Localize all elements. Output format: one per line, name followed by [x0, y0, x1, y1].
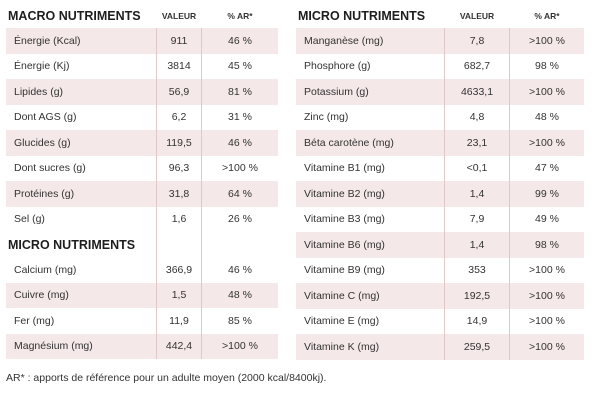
nutrient-value: 96,3	[156, 155, 202, 181]
nutrient-name: Énergie (Kcal)	[6, 28, 156, 54]
nutrient-name: Cuivre (mg)	[6, 282, 156, 308]
nutrient-ar: >100 %	[510, 334, 584, 360]
nutrient-ar: 46 %	[228, 263, 252, 276]
nutrient-value: 7,9	[444, 206, 510, 232]
macro-title: MACRO NUTRIMENTS	[8, 9, 141, 23]
nutrient-ar: >100 %	[529, 264, 565, 277]
nutrient-value: 192,5	[444, 283, 510, 309]
nutrient-value: 6,2	[156, 104, 202, 130]
nutrient-ar: 46 %	[202, 28, 278, 54]
nutrient-name: Vitamine B9 (mg)	[304, 264, 385, 277]
nutrient-ar: 46 %	[202, 130, 278, 156]
macro-col-ar: % AR*	[227, 11, 253, 21]
nutrient-name: Vitamine B2 (mg)	[296, 181, 444, 207]
nutrient-ar: 81 %	[202, 79, 278, 105]
section-spacer	[202, 232, 278, 257]
micro-section-title: MICRO NUTRIMENTS	[8, 237, 136, 252]
nutrient-name: Phosphore (g)	[304, 60, 371, 73]
nutrient-value: <0,1	[444, 155, 510, 181]
macro-grid: MACRO NUTRIMENTS VALEUR % AR* Énergie (K…	[6, 4, 278, 359]
nutrient-value: 1,4	[444, 232, 510, 258]
nutrient-name: Vitamine K (mg)	[296, 334, 444, 360]
nutrient-value: 442,4	[156, 333, 202, 359]
nutrient-name: Magnésium (mg)	[6, 333, 156, 359]
micro-col-ar: % AR*	[534, 11, 560, 21]
nutrient-value: 366,9	[156, 257, 202, 283]
nutrient-value: 3814	[156, 53, 202, 79]
nutrient-value: 119,5	[156, 130, 202, 156]
nutrient-ar: >100 %	[510, 28, 584, 54]
nutrient-ar: 98 %	[535, 60, 559, 73]
nutrient-name: Vitamine B3 (mg)	[304, 213, 385, 226]
nutrient-ar: 99 %	[510, 181, 584, 207]
nutrient-name: Sel (g)	[14, 213, 45, 226]
nutrient-name: Lipides (g)	[6, 79, 156, 105]
nutrient-value: 1,4	[444, 181, 510, 207]
nutrient-value: 1,5	[156, 282, 202, 308]
nutrient-name: Potassium (g)	[296, 79, 444, 105]
nutrient-value: 11,9	[156, 308, 202, 334]
nutrient-name: Manganèse (mg)	[296, 28, 444, 54]
nutrient-name: Glucides (g)	[6, 130, 156, 156]
nutrient-ar: 47 %	[535, 162, 559, 175]
nutrient-ar: >100 %	[510, 283, 584, 309]
nutrient-name: Vitamine B6 (mg)	[296, 232, 444, 258]
nutrient-value: 682,7	[444, 53, 510, 79]
nutrient-name: Énergie (Kj)	[14, 60, 70, 73]
nutrient-ar: 45 %	[228, 60, 252, 73]
nutrient-value: 911	[156, 28, 202, 54]
micro-nutrients-table: MICRO NUTRIMENTS VALEUR % AR* Manganèse …	[296, 4, 584, 360]
nutrient-name: Vitamine B1 (mg)	[304, 162, 385, 175]
nutrient-ar: >100 %	[222, 162, 258, 175]
nutrient-value: 7,8	[444, 28, 510, 54]
nutrient-value: 56,9	[156, 79, 202, 105]
nutrient-name: Zinc (mg)	[304, 111, 349, 124]
nutrient-ar: 31 %	[228, 111, 252, 124]
nutrient-ar: 98 %	[510, 232, 584, 258]
nutrient-name: Vitamine E (mg)	[304, 315, 380, 328]
nutrient-value: 259,5	[444, 334, 510, 360]
nutrient-name: Calcium (mg)	[14, 263, 77, 276]
nutrient-value: 4633,1	[444, 79, 510, 105]
nutrient-ar: >100 %	[202, 333, 278, 359]
nutrient-ar: 26 %	[228, 213, 252, 226]
nutrient-ar: 48 %	[202, 282, 278, 308]
nutrient-ar: >100 %	[510, 79, 584, 105]
nutrient-name: Protéines (g)	[6, 181, 156, 207]
nutrient-ar: >100 %	[510, 130, 584, 156]
macro-nutrients-table: MACRO NUTRIMENTS VALEUR % AR* Énergie (K…	[6, 4, 278, 359]
nutrient-value: 4,8	[444, 104, 510, 130]
nutrient-value: 353	[444, 257, 510, 283]
micro-title: MICRO NUTRIMENTS	[298, 9, 426, 23]
nutrient-ar: >100 %	[529, 315, 565, 328]
nutrient-ar: 49 %	[535, 213, 559, 226]
micro-col-value: VALEUR	[459, 11, 495, 21]
nutrient-name: Fer (mg)	[14, 314, 55, 327]
nutrient-value: 23,1	[444, 130, 510, 156]
nutrient-value: 14,9	[444, 308, 510, 334]
nutrient-name: Vitamine C (mg)	[296, 283, 444, 309]
nutrient-value: 31,8	[156, 181, 202, 207]
nutrient-ar: 85 %	[228, 314, 252, 327]
nutrient-ar: 48 %	[535, 111, 559, 124]
nutrient-ar: 64 %	[202, 181, 278, 207]
footnote: AR* : apports de référence pour un adult…	[6, 372, 327, 384]
section-spacer	[156, 232, 202, 257]
nutrient-value: 1,6	[156, 206, 202, 232]
micro-grid: MICRO NUTRIMENTS VALEUR % AR* Manganèse …	[296, 4, 584, 360]
nutrient-name: Dont AGS (g)	[14, 111, 77, 124]
macro-col-value: VALEUR	[161, 11, 197, 21]
nutrient-name: Dont sucres (g)	[14, 162, 86, 175]
nutrient-name: Béta carotène (mg)	[296, 130, 444, 156]
